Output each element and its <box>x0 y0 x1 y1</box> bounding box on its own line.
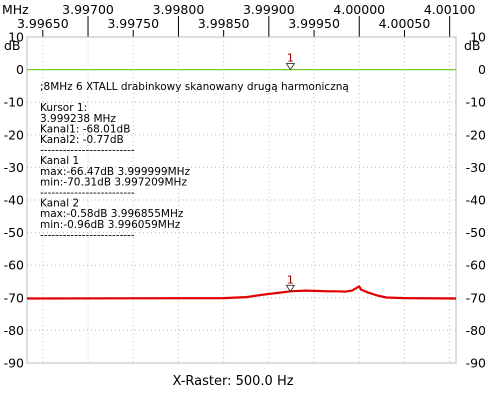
y-tick-label-left: 10 <box>8 30 24 45</box>
series-line-1 <box>26 285 457 300</box>
annotation-line: ------------------------- <box>40 187 135 199</box>
x-tick-label-bottom: 3.99650 <box>17 16 69 31</box>
annotation-line: min:-0.96dB 3.996059MHz <box>40 219 181 231</box>
cursor-marker <box>285 63 296 71</box>
annotation-line: Kursor 1: <box>40 102 87 114</box>
y-tick-label-right: -10 <box>466 95 486 110</box>
y-tick-label-right: -20 <box>466 127 486 142</box>
y-tick-label-left: -70 <box>4 290 24 305</box>
y-tick-label-right: -40 <box>466 193 486 208</box>
y-tick-label-left: -30 <box>4 160 24 175</box>
annotation-layer: ;8MHz 6 XTALL drabinkowy skanowany drugą… <box>40 81 349 241</box>
annotation-line: Kanal2: -0.77dB <box>40 134 124 146</box>
series-layer <box>26 68 457 300</box>
cursor-layer: 11 <box>285 52 296 293</box>
y-tick-label-right: -50 <box>466 225 486 240</box>
y-tick-label-left: -60 <box>4 258 24 273</box>
y-tick-label-left: -40 <box>4 193 24 208</box>
annotation-line: ------------------------- <box>40 145 135 157</box>
x-tick-label-bottom: 4.00050 <box>379 16 431 31</box>
x-tick-label-top: 3.99700 <box>62 2 114 17</box>
y-tick-label-right: -30 <box>466 160 486 175</box>
annotation-line: min:-70.31dB 3.997209MHz <box>40 176 187 188</box>
x-tick-label-bottom: 3.99950 <box>288 16 340 31</box>
annotation-line: 3.999238 MHz <box>40 113 116 125</box>
annotation-line: max:-66.47dB 3.999999MHz <box>40 166 191 178</box>
y-tick-label-right: -90 <box>466 356 486 371</box>
annotation-line: max:-0.58dB 3.996855MHz <box>40 208 184 220</box>
y-tick-label-left: -50 <box>4 225 24 240</box>
annotation-line: Kanal 1 <box>40 155 79 167</box>
annotation-line: Kanal1: -68.01dB <box>40 123 130 135</box>
y-tick-label-left: -20 <box>4 127 24 142</box>
y-tick-label-right: -80 <box>466 323 486 338</box>
x-axis-label: X-Raster: 500.0 Hz <box>172 374 293 389</box>
tick-layer: 3.99700 3.99800 3.99900 4.00000 4.00100 3.996… <box>4 2 486 371</box>
x-tick-label-top: 4.00100 <box>424 2 476 17</box>
y-tick-label-right: -70 <box>466 290 486 305</box>
x-tick-label-bottom: 3.99850 <box>198 16 250 31</box>
cursor-marker <box>285 284 296 293</box>
y-tick-label-left: 0 <box>16 62 24 77</box>
annotation-line: ------------------------- <box>40 229 135 241</box>
cursor-label: 1 <box>287 273 294 286</box>
x-tick-label-top: 3.99900 <box>243 2 295 17</box>
grid <box>26 16 457 364</box>
y-tick-label-left: -10 <box>4 95 24 110</box>
plot-frame <box>26 36 457 364</box>
y-tick-label-right: 10 <box>470 30 486 45</box>
annotation-line: ;8MHz 6 XTALL drabinkowy skanowany drugą… <box>40 81 349 93</box>
y-tick-label-right: -60 <box>466 258 486 273</box>
x-tick-label-top: 4.00000 <box>333 2 385 17</box>
y-tick-label-right: 0 <box>478 62 486 77</box>
y-tick-label-left: -90 <box>4 356 24 371</box>
x-tick-label-top: 3.99800 <box>153 2 205 17</box>
annotation-line: Kanal 2 <box>40 198 79 210</box>
cursor-label: 1 <box>287 52 294 65</box>
y-unit-label-left: dB <box>4 38 21 53</box>
y-tick-label-left: -80 <box>4 323 24 338</box>
y-unit-label-right: dB <box>464 38 481 53</box>
x-unit-label: MHz <box>2 2 29 17</box>
x-tick-label-bottom: 3.99750 <box>107 16 159 31</box>
